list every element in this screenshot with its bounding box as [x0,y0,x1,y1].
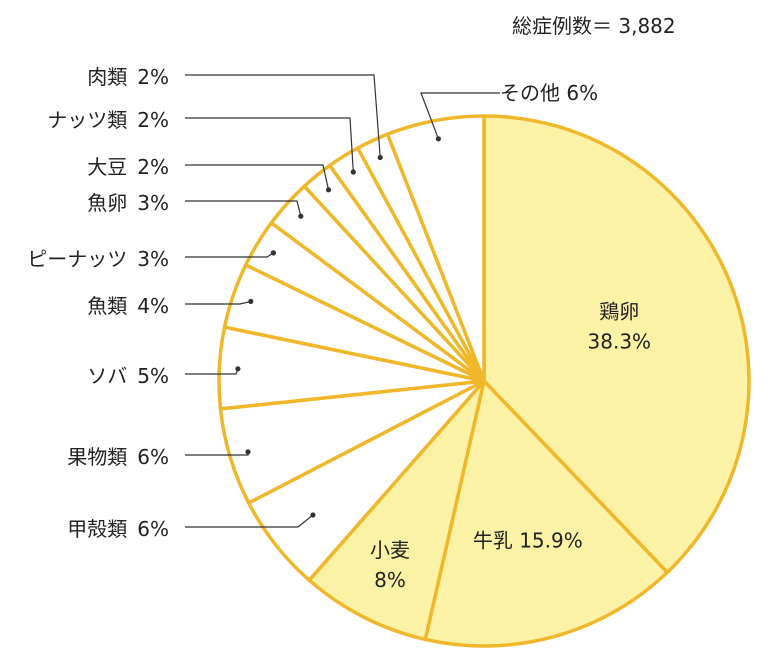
slice-8-label: ピーナッツ [27,247,128,271]
slice-11-value: 2% [137,108,169,132]
slice-9-label: 魚卵 [87,191,128,215]
slice-13-outside-label: その他 6% [500,77,598,106]
pie-slice-1 [482,114,751,575]
slice-13-leader-dot [435,136,441,142]
slice-6-value: 5% [137,364,169,388]
slice-8-value: 3% [137,247,169,271]
slice-3-label: 小麦 [370,538,410,562]
slice-5-outside-label: 果物類 6% [67,441,169,470]
slice-12-leader-dot [377,154,383,161]
slice-6-outside-label: ソバ 5% [87,360,169,389]
slice-9-leader-dot [298,213,304,219]
slice-11-outside-label: ナッツ類 2% [47,104,169,133]
slice-9-value: 3% [137,191,169,215]
slice-13-label: その他 [500,81,567,105]
slice-2-label: 牛乳 [473,528,519,552]
slice-10-value: 2% [137,155,169,179]
slice-10-label: 大豆 [87,155,128,179]
slice-7-value: 4% [137,294,169,318]
slice-10-leader-dot [325,187,332,193]
slice-6-label: ソバ [87,364,128,388]
slice-1-value: 38.3% [588,330,652,354]
pie-slice-2 [423,379,670,648]
slice-5-value: 6% [137,445,169,469]
label-spacer [127,191,137,215]
slice-4-leader-dot [310,512,316,518]
slice-3-value: 8% [374,568,406,592]
slice-4-leader-line [185,514,314,528]
slice-11-label: ナッツ類 [47,108,128,132]
slice-11-leader-line [185,117,354,173]
slice-8-outside-label: ピーナッツ 3% [27,243,169,272]
slice-9-leader-line [185,200,302,217]
label-spacer [127,155,137,179]
label-spacer [127,517,137,541]
slice-7-leader-dot [248,298,254,304]
slice-7-label: 魚類 [87,294,128,318]
slice-6-leader-dot [235,366,241,372]
slice-4-value: 6% [137,517,169,541]
total-cases-label: 総症例数＝ 3,882 [512,14,676,38]
slice-4-label: 甲殻類 [67,517,128,541]
slice-12-value: 2% [137,65,169,89]
label-spacer [127,294,137,318]
slice-12-outside-label: 肉類 2% [87,61,169,90]
pie-slice-3 [307,379,486,642]
slice-12-leader-line [185,74,381,158]
slice-2-text: 牛乳 15.9% [473,528,583,552]
slice-9-outside-label: 魚卵 3% [87,187,169,216]
slice-7-leader-line [185,300,251,305]
slice-12-label: 肉類 [87,65,128,89]
slice-13-leader-line [420,92,500,140]
label-spacer [127,65,137,89]
label-spacer [127,247,137,271]
slice-10-outside-label: 大豆 2% [87,151,169,180]
slice-13-value: 6% [566,81,599,105]
pie-slice-13 [385,114,486,383]
label-spacer [127,364,137,388]
slice-11-leader-dot [350,169,356,175]
slice-1-label: 鶏卵 [599,300,639,324]
slice-10-leader-line [185,164,330,190]
slice-5-leader-dot [245,449,251,455]
slice-5-label: 果物類 [67,445,128,469]
slice-4-outside-label: 甲殻類 6% [67,513,169,542]
slice-2-value: 15.9% [519,528,583,552]
slice-8-leader-dot [270,250,276,256]
slice-7-outside-label: 魚類 4% [87,290,169,319]
label-spacer [127,108,137,132]
label-spacer [127,445,137,469]
